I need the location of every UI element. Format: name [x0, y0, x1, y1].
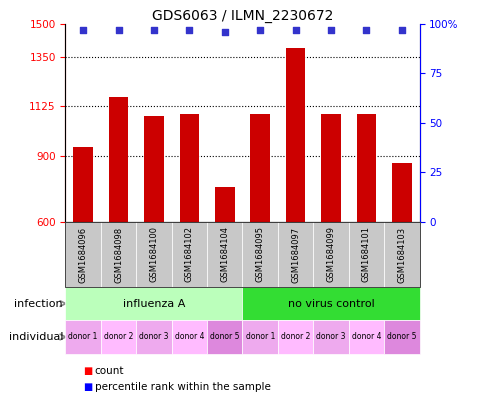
Bar: [356, 114, 376, 222]
Text: ■: ■: [82, 382, 92, 392]
Text: infection: infection: [15, 299, 63, 309]
Text: count: count: [94, 366, 124, 376]
Text: GSM1684104: GSM1684104: [220, 226, 229, 283]
Text: donor 5: donor 5: [386, 332, 416, 342]
Bar: [73, 147, 93, 222]
Text: GSM1684099: GSM1684099: [326, 226, 335, 283]
Text: GSM1684097: GSM1684097: [290, 226, 300, 283]
Text: GSM1684103: GSM1684103: [396, 226, 406, 283]
Text: donor 4: donor 4: [174, 332, 204, 342]
Point: [79, 26, 87, 33]
Text: GSM1684102: GSM1684102: [184, 226, 194, 283]
Point: [256, 26, 263, 33]
Text: GSM1684100: GSM1684100: [149, 226, 158, 283]
Text: GSM1684096: GSM1684096: [78, 226, 88, 283]
Text: no virus control: no virus control: [287, 299, 374, 309]
Text: donor 3: donor 3: [139, 332, 168, 342]
Text: GSM1684098: GSM1684098: [114, 226, 123, 283]
Text: donor 2: donor 2: [280, 332, 310, 342]
Text: donor 3: donor 3: [316, 332, 345, 342]
Text: ■: ■: [82, 366, 92, 376]
Text: donor 2: donor 2: [104, 332, 133, 342]
Text: donor 1: donor 1: [68, 332, 98, 342]
Point: [291, 26, 299, 33]
Point: [185, 26, 193, 33]
Bar: [391, 162, 411, 222]
Text: donor 4: donor 4: [351, 332, 380, 342]
Bar: [285, 48, 305, 222]
Text: donor 5: donor 5: [210, 332, 239, 342]
Text: donor 1: donor 1: [245, 332, 274, 342]
Point: [397, 26, 405, 33]
Bar: [320, 114, 340, 222]
Text: influenza A: influenza A: [122, 299, 185, 309]
Text: GSM1684101: GSM1684101: [361, 226, 370, 283]
Bar: [250, 114, 270, 222]
Text: percentile rank within the sample: percentile rank within the sample: [94, 382, 270, 392]
Text: GSM1684095: GSM1684095: [255, 226, 264, 283]
Point: [114, 26, 122, 33]
Point: [150, 26, 157, 33]
Text: individual: individual: [9, 332, 63, 342]
Point: [220, 28, 228, 35]
Bar: [214, 187, 234, 222]
Bar: [108, 97, 128, 222]
Point: [326, 26, 334, 33]
Point: [362, 26, 369, 33]
Title: GDS6063 / ILMN_2230672: GDS6063 / ILMN_2230672: [151, 9, 333, 22]
Bar: [144, 116, 164, 222]
Bar: [179, 114, 199, 222]
